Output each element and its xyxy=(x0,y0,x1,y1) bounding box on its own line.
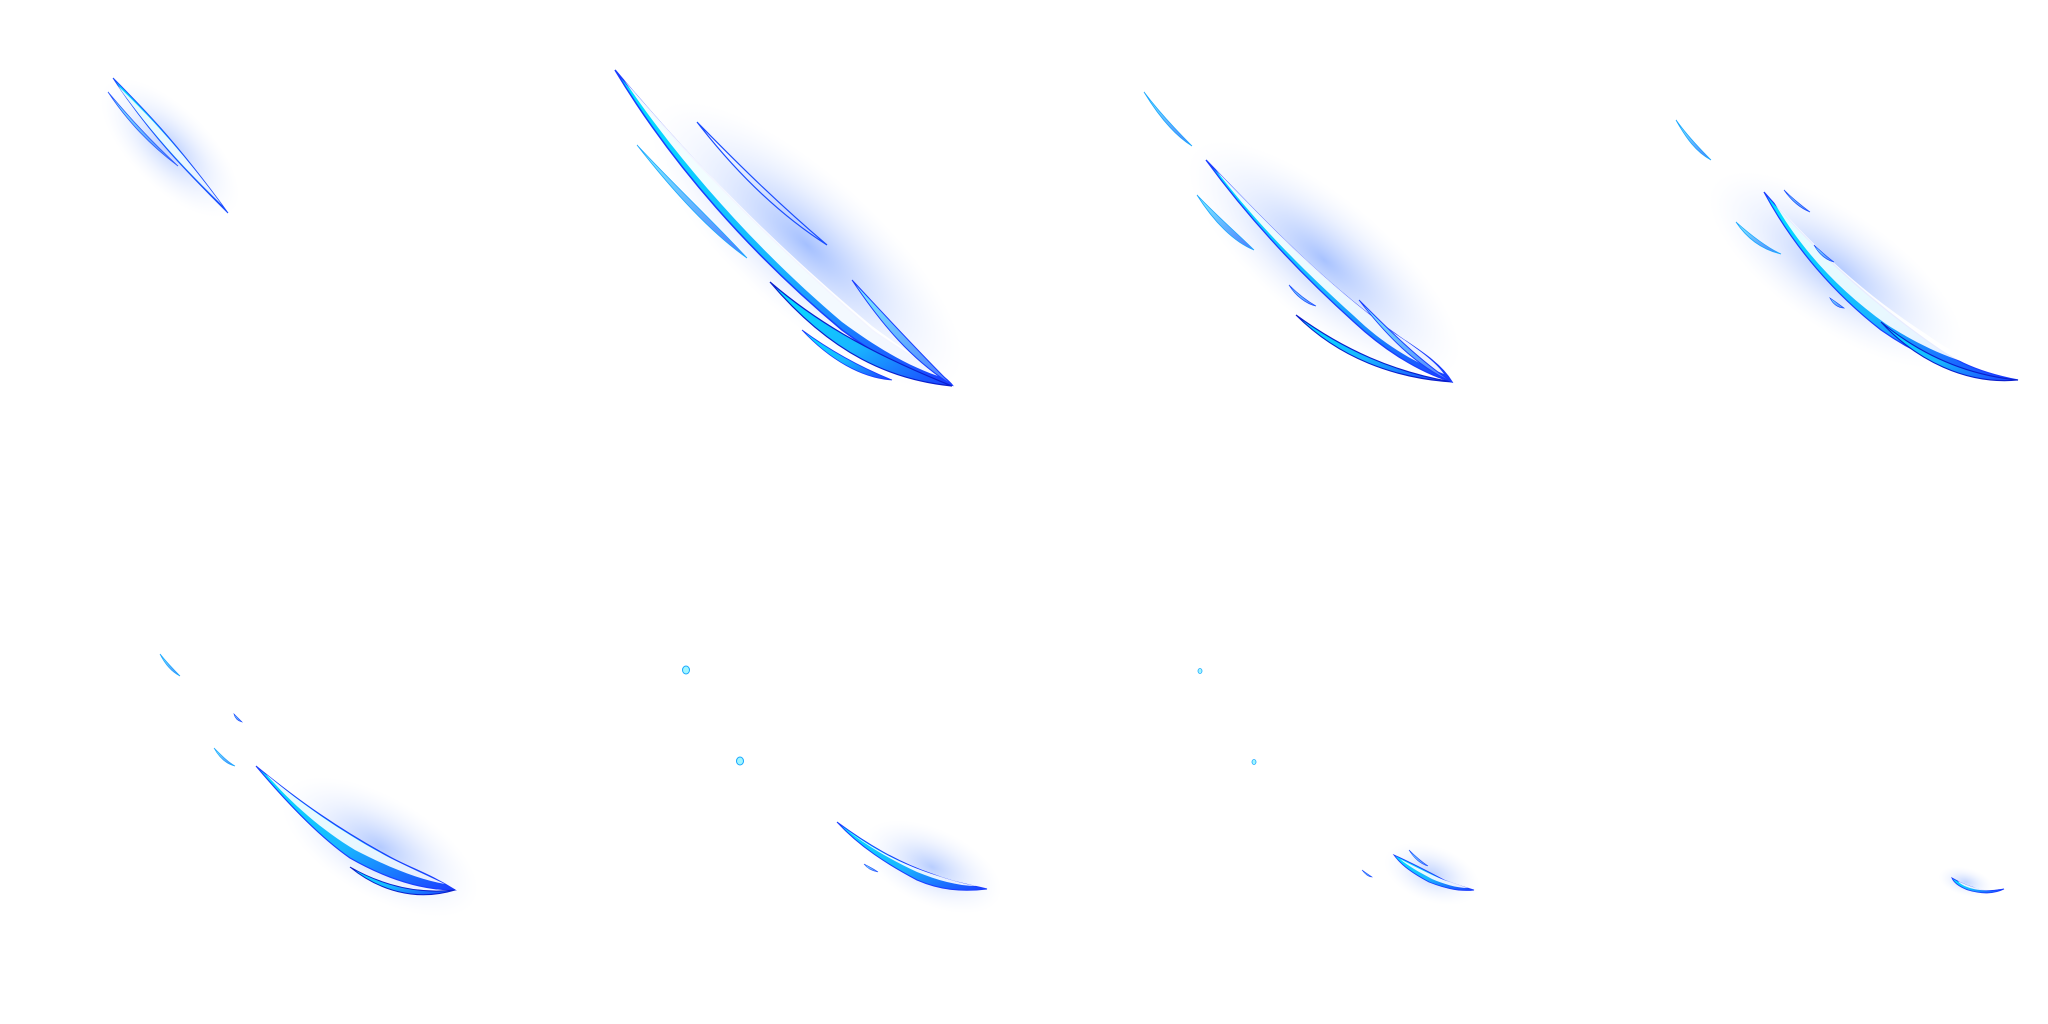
blade-fragment xyxy=(1362,870,1372,877)
blade-fragment xyxy=(214,748,235,766)
frame-3 xyxy=(1024,0,1536,512)
spark-dot xyxy=(737,757,744,765)
slash-frame-3 xyxy=(1024,0,1536,512)
slash-frame-6 xyxy=(512,512,1024,1024)
slash-frame-1 xyxy=(0,0,512,512)
slash-frame-7 xyxy=(1024,512,1536,1024)
frame-6 xyxy=(512,512,1024,1024)
blade-tip-fragment xyxy=(1144,92,1192,146)
frame-1 xyxy=(0,0,512,512)
blade-fragment xyxy=(160,654,180,676)
frame-5 xyxy=(0,512,512,1024)
slash-frame-4 xyxy=(1536,0,2048,512)
slash-frame-2 xyxy=(512,0,1024,512)
frame-2 xyxy=(512,0,1024,512)
spark-dot xyxy=(1198,669,1202,674)
glow-aura xyxy=(612,59,1003,431)
blade-tip-fragment xyxy=(1676,120,1711,160)
slash-frame-8 xyxy=(1536,512,2048,1024)
glow-aura xyxy=(260,749,501,946)
frame-4 xyxy=(1536,0,2048,512)
frame-8 xyxy=(1536,512,2048,1024)
frame-7 xyxy=(1024,512,1536,1024)
glow-aura xyxy=(1935,861,1996,903)
glow-aura xyxy=(848,801,1016,933)
spark-dot xyxy=(1252,760,1256,765)
blade-spark xyxy=(234,714,242,722)
spark-dot xyxy=(683,666,690,674)
slash-frame-5 xyxy=(0,512,512,1024)
